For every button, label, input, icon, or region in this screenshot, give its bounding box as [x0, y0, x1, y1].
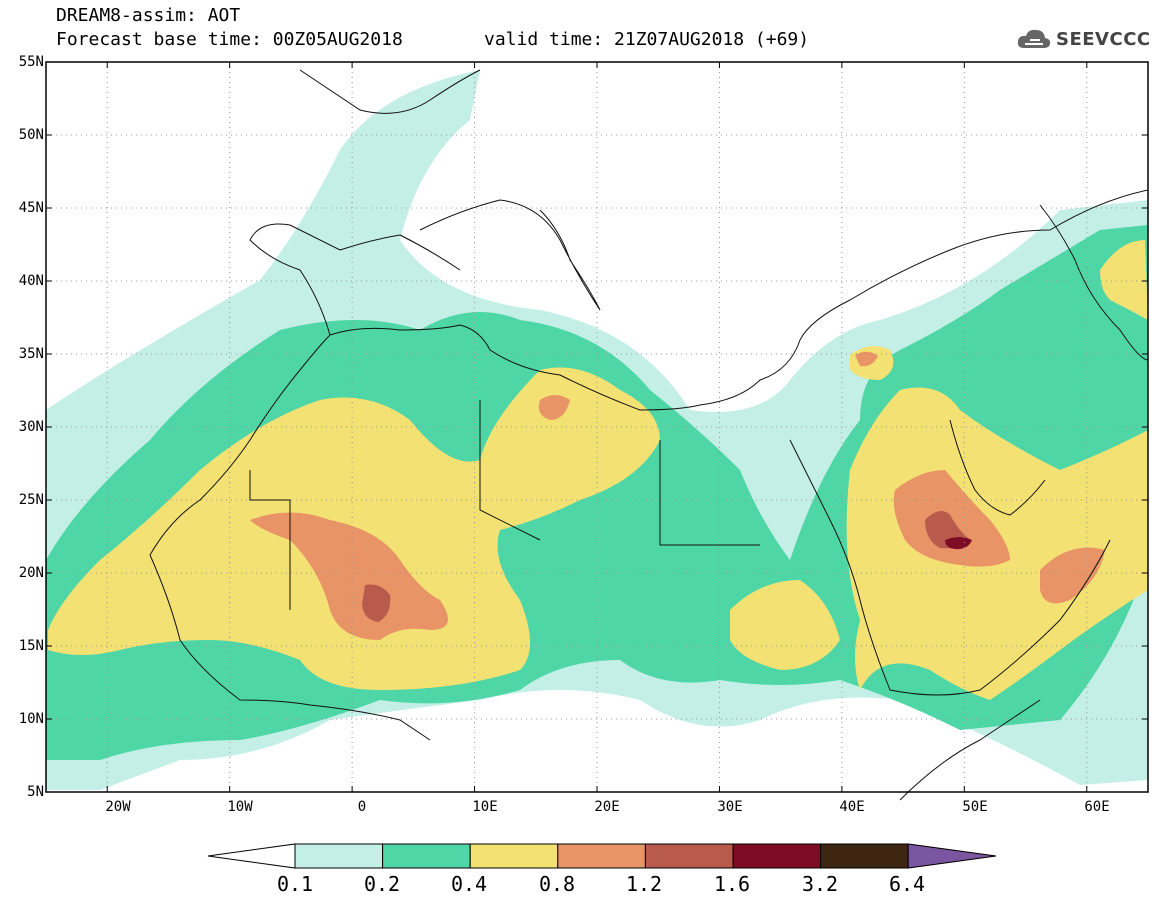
colorbar-label: 0.1: [276, 872, 314, 896]
tick-marks: [46, 61, 1148, 793]
lat-label: 30N: [18, 419, 44, 435]
lon-label: 60E: [1084, 799, 1110, 815]
logo-text: SEEVCCC: [1056, 28, 1151, 50]
colorbar-label: 0.2: [363, 872, 401, 896]
lon-label: 30E: [717, 799, 743, 815]
cloud-icon: [1017, 29, 1051, 48]
lon-label: 10W: [227, 799, 253, 815]
colorbar-label: 1.6: [713, 872, 751, 896]
lat-label: 5N: [27, 784, 44, 800]
valid-time: valid time: 21Z07AUG2018 (+69): [484, 29, 810, 50]
gridlines: [46, 62, 1148, 792]
lat-label: 50N: [18, 127, 44, 143]
lat-label: 45N: [18, 200, 44, 216]
lon-label: 40E: [839, 799, 865, 815]
coastlines: [149, 69, 1149, 801]
colorbar-label: 6.4: [888, 872, 926, 896]
map-title: DREAM8-assim: AOT: [56, 5, 241, 26]
lat-label: 55N: [18, 54, 44, 70]
colorbar-label: 0.8: [538, 872, 576, 896]
lat-label: 25N: [18, 492, 44, 508]
lat-label: 20N: [18, 565, 44, 581]
lat-label: 10N: [18, 711, 44, 727]
colorbar-label: 3.2: [801, 872, 839, 896]
lon-label: 20W: [105, 799, 131, 815]
lat-label: 15N: [18, 638, 44, 654]
lon-label: 50E: [962, 799, 988, 815]
forecast-base-time: Forecast base time: 00Z05AUG2018: [56, 29, 403, 50]
lat-label: 40N: [18, 273, 44, 289]
colorbar-label: 0.4: [450, 872, 488, 896]
lat-label: 35N: [18, 346, 44, 362]
lon-label: 10E: [472, 799, 498, 815]
seevccc-logo: SEEVCCC: [1016, 24, 1151, 54]
lon-label: 20E: [594, 799, 620, 815]
colorbar-label: 1.2: [625, 872, 663, 896]
lon-label: 0: [357, 799, 367, 815]
